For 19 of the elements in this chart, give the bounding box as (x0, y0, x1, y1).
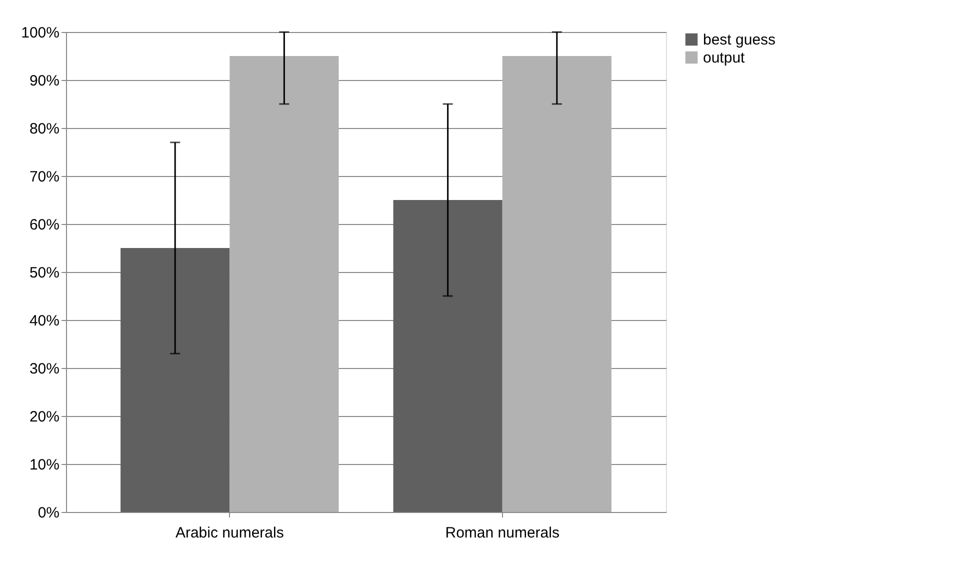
legend-label: output (703, 50, 746, 66)
y-tick-label: 70% (29, 168, 60, 186)
y-tick-label: 10% (29, 456, 60, 474)
x-tick-label: Arabic numerals (175, 524, 284, 542)
y-tick-label: 50% (29, 264, 60, 282)
bar (393, 200, 502, 512)
x-tick-label: Roman numerals (445, 524, 560, 542)
y-tick-label: 20% (29, 408, 60, 426)
legend-label: best guess (703, 32, 776, 48)
y-tick-label: 100% (21, 24, 60, 42)
y-tick-label: 40% (29, 312, 60, 330)
bar (120, 248, 230, 512)
y-tick-label: 80% (29, 120, 60, 138)
y-tick-label: 0% (38, 504, 60, 522)
y-tick-label: 30% (29, 360, 60, 378)
bar (502, 56, 612, 512)
y-tick-label: 60% (29, 216, 60, 234)
bar (230, 56, 339, 512)
y-tick-label: 90% (29, 72, 60, 90)
